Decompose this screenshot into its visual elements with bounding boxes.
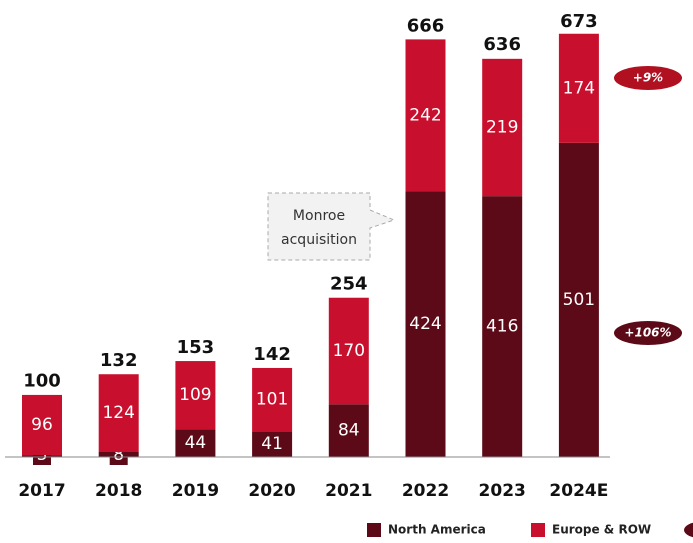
bar-segment [328, 297, 369, 405]
x-tick-label: 2020 [248, 481, 295, 501]
segment-label: 101 [256, 390, 288, 410]
bar-segment [175, 429, 216, 457]
bar-segment [328, 404, 369, 457]
bar-segment [482, 196, 523, 457]
total-label: 636 [483, 34, 521, 55]
total-label: 153 [177, 337, 215, 358]
bar-segment [405, 39, 446, 192]
callout-text: Monroe [293, 208, 345, 224]
segment-label: 242 [409, 105, 441, 125]
bar-segment [175, 361, 216, 430]
growth-pill [614, 321, 682, 345]
bar-segment [482, 58, 523, 197]
total-label: 100 [23, 370, 61, 391]
segment-label: 170 [333, 341, 365, 361]
segment-label: 8 [113, 445, 124, 465]
growth-label: +106% [624, 326, 671, 340]
bar-segment [252, 431, 293, 457]
segment-label: 416 [486, 317, 518, 337]
segment-label: 219 [486, 117, 518, 137]
segment-label: 109 [179, 385, 211, 405]
bar-segment [558, 142, 599, 457]
bar-segment [22, 394, 62, 456]
bar-segment [252, 367, 293, 432]
x-tick-label: 2019 [172, 481, 219, 501]
segment-label: 174 [563, 78, 595, 98]
bar-segment [405, 191, 446, 457]
growth-pill [614, 66, 682, 90]
legend-swatch [367, 523, 381, 537]
callout-text: acquisition [281, 232, 357, 248]
segment-label: 124 [102, 403, 134, 423]
segment-label: 84 [338, 421, 360, 441]
x-tick-label: 2023 [479, 481, 526, 501]
segment-label: 96 [31, 415, 53, 435]
total-label: 673 [560, 11, 598, 32]
growth-label: +9% [633, 71, 663, 85]
bar-segment [98, 374, 139, 452]
legend-label: North America [388, 523, 486, 537]
segment-label: 41 [261, 434, 283, 454]
legend-swatch [684, 522, 693, 538]
legend-swatch [531, 523, 545, 537]
callout-box [267, 192, 396, 261]
legend: North America Europe & ROW [367, 522, 693, 538]
total-label: 132 [100, 350, 138, 371]
x-tick-label: 2021 [325, 481, 372, 501]
total-label: 254 [330, 274, 368, 295]
total-label: 666 [407, 15, 445, 36]
x-tick-label: 2022 [402, 481, 449, 501]
x-tick-label: 2024E [549, 481, 608, 501]
x-tick-label: 2018 [95, 481, 142, 501]
x-tick-label: 2017 [18, 481, 65, 501]
segment-label: 501 [563, 290, 595, 310]
segment-label: 44 [185, 433, 207, 453]
segment-label: 424 [409, 314, 441, 334]
total-label: 142 [253, 344, 291, 365]
legend-label: Europe & ROW [552, 523, 651, 537]
bar-segment [558, 33, 599, 143]
callout: Monroe acquisition [267, 192, 396, 261]
